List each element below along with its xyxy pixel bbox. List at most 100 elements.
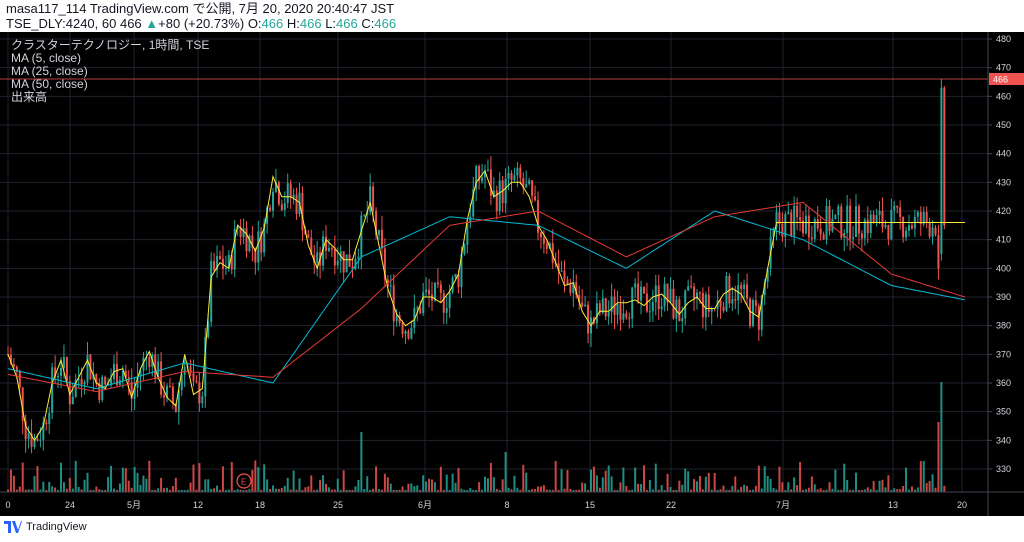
volume-bar: [12, 475, 15, 492]
volume-bar: [210, 488, 213, 492]
candle-body: [837, 206, 840, 216]
volume-bar: [333, 489, 336, 492]
volume-bar: [563, 488, 566, 492]
candle-body: [813, 219, 816, 239]
candle-body: [672, 288, 675, 319]
candle-body: [622, 313, 625, 320]
volume-bar: [669, 486, 672, 492]
time-tick-label: 24: [65, 500, 75, 510]
candle-body: [519, 167, 522, 179]
volume-bar: [866, 487, 869, 492]
volume-bar: [363, 488, 366, 492]
volume-bar: [937, 422, 940, 492]
candle-body: [398, 315, 401, 323]
price-tick-label: 340: [996, 435, 1011, 445]
earnings-marker[interactable]: E: [236, 473, 252, 489]
candle-body: [60, 367, 62, 376]
candle-body: [772, 227, 775, 237]
volume-bar: [168, 489, 171, 492]
volume-bar: [666, 473, 669, 492]
volume-bar: [645, 489, 648, 492]
volume-bar: [51, 486, 54, 492]
volume-bar: [575, 489, 578, 492]
candle-body: [33, 438, 36, 447]
candle-body: [207, 321, 210, 338]
volume-bar: [916, 487, 919, 492]
volume-bar: [89, 489, 92, 492]
time-axis[interactable]: 0 24 5月 12 18 25 6月 8 15 22 7月 13 20: [5, 500, 967, 510]
candle-body: [110, 378, 113, 384]
candle-body: [292, 194, 295, 198]
volume-bar: [701, 489, 704, 492]
legend-title: クラスターテクノロジー, 1時間, TSE: [11, 38, 210, 52]
candle-body: [910, 225, 913, 229]
candle-body: [283, 203, 286, 210]
volume-bar: [525, 472, 528, 492]
candle-body: [846, 205, 849, 234]
volume-bar: [522, 464, 525, 492]
volume-bar: [640, 484, 643, 492]
volume-bar: [595, 475, 598, 492]
candle-body: [784, 214, 787, 237]
candle-body: [484, 170, 486, 178]
candle-body: [148, 357, 151, 367]
volume-bar: [48, 481, 51, 492]
volume-bar: [693, 479, 696, 492]
earnings-label: E: [241, 478, 246, 487]
candle-body: [775, 212, 778, 228]
volume-bar: [442, 489, 445, 492]
volume-bar: [698, 475, 701, 492]
volume-bar: [548, 489, 551, 492]
volume-bar: [696, 481, 698, 492]
volume-bar: [195, 489, 198, 492]
volume-bar: [21, 462, 24, 492]
volume-bar: [675, 489, 678, 492]
ma-line-50: [7, 201, 966, 393]
tradingview-logo[interactable]: TradingView: [4, 521, 87, 533]
volume-bars: [7, 382, 946, 492]
candle-body: [313, 255, 316, 264]
volume-bar: [787, 482, 790, 492]
candle-body: [516, 167, 519, 176]
volume-bar: [878, 480, 881, 492]
volume-bar: [495, 488, 498, 492]
tradingview-brand: TradingView: [26, 521, 87, 533]
volume-bar: [804, 489, 807, 492]
close-label: C:: [361, 16, 375, 31]
candle-body: [693, 286, 696, 299]
volume-bar: [749, 489, 751, 492]
price-chart[interactable]: 480 470 460 450 440 430 420 410 400 390 380 370 360 3…: [0, 32, 1024, 516]
volume-bar: [849, 489, 852, 492]
volume-bar: [186, 489, 189, 492]
chart-header: masa117_114 TradingView.com で公開, 7月 20, …: [0, 0, 1024, 32]
open-value: 466: [261, 16, 284, 31]
candle-body: [310, 237, 313, 256]
candle-body: [15, 366, 18, 372]
volume-bar: [86, 472, 89, 492]
volume-bar: [213, 488, 216, 492]
candle-body: [531, 180, 534, 197]
volume-bar: [157, 488, 160, 492]
candle-body: [204, 337, 207, 397]
volume-bar: [454, 482, 457, 492]
volume-bar: [45, 489, 48, 492]
price-axis[interactable]: 480 470 460 450 440 430 420 410 400 390 380 370 360 3…: [988, 34, 1011, 474]
volume-bar: [813, 484, 816, 492]
candle-body: [166, 385, 168, 398]
volume-bar: [413, 486, 416, 492]
volume-bar: [772, 487, 775, 492]
candle-body: [248, 235, 251, 252]
volume-bar: [746, 485, 749, 492]
volume-bar: [236, 489, 239, 492]
volume-bar: [233, 489, 236, 492]
candle-body: [737, 285, 740, 301]
candle-body: [277, 182, 280, 205]
volume-bar: [189, 482, 192, 492]
volume-bar: [672, 489, 675, 492]
candle-body: [766, 268, 769, 282]
volume-bar: [322, 475, 325, 492]
volume-bar: [163, 488, 166, 492]
volume-bar: [274, 488, 277, 492]
candle-body: [875, 215, 878, 223]
candle-body: [436, 282, 439, 285]
